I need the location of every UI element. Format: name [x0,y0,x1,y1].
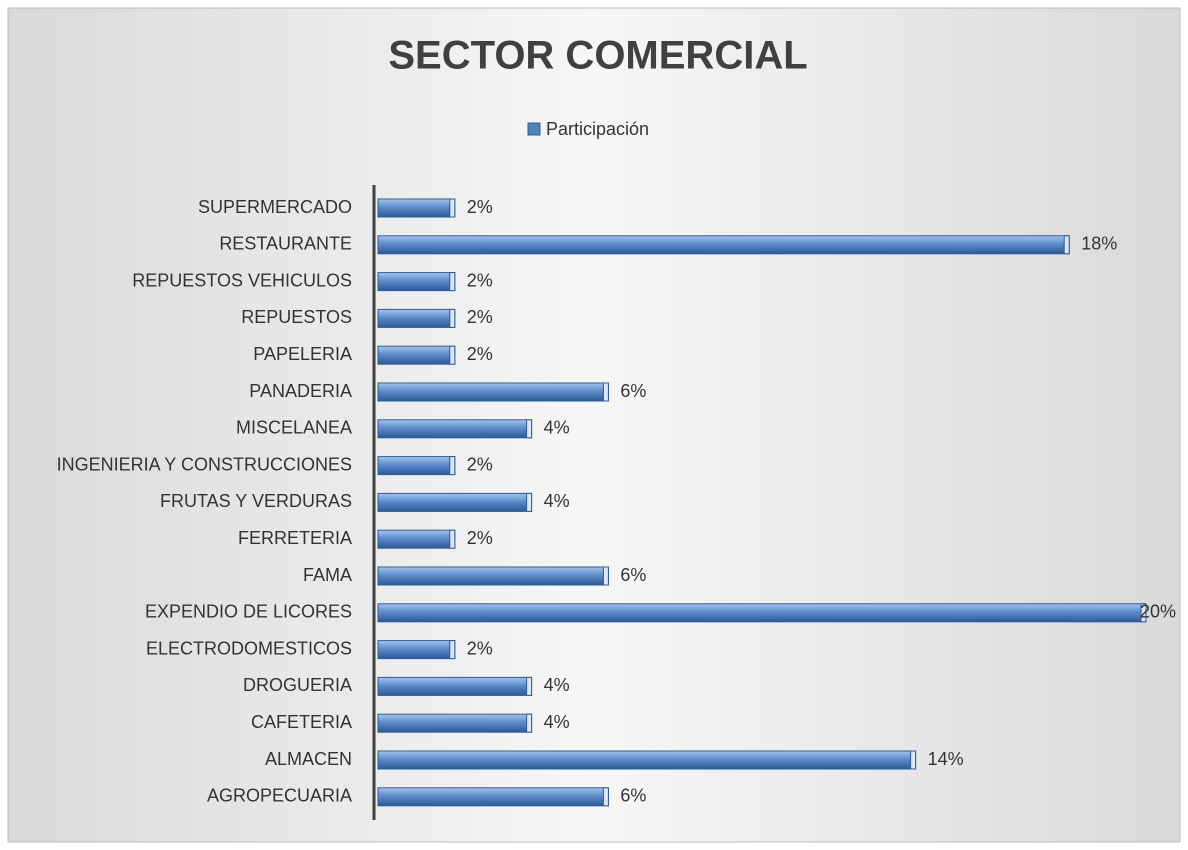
y-tick-label: FERRETERIA [238,528,352,548]
bar [377,529,456,549]
y-tick-label: RESTAURANTE [219,234,352,254]
bar-end [526,713,533,733]
bar-end [602,382,609,402]
y-tick-label: FRUTAS Y VERDURAS [160,491,352,511]
y-tick-label: REPUESTOS VEHICULOS [132,270,352,290]
bar-end [1140,603,1147,623]
bar-end [1063,235,1070,255]
y-tick-label: EXPENDIO DE LICORES [145,602,352,622]
data-label: 20% [1140,602,1176,622]
bar-end [449,640,456,660]
data-label: 14% [928,749,964,769]
bar [377,272,456,292]
data-label: 4% [544,712,570,732]
bar-end [449,456,456,476]
bar-end [449,308,456,328]
data-label: 6% [620,565,646,585]
bar-end [602,566,609,586]
data-label: 4% [544,418,570,438]
bar [377,198,456,218]
bar-end [449,198,456,218]
bar [377,419,533,439]
data-label: 2% [467,270,493,290]
y-tick-label: CAFETERIA [251,712,352,732]
data-label: 2% [467,454,493,474]
data-label: 2% [467,638,493,658]
data-label: 2% [467,344,493,364]
y-tick-label: SUPERMERCADO [198,197,352,217]
bar [377,566,609,586]
data-label: 6% [620,381,646,401]
bar-end [449,272,456,292]
data-label: 2% [467,197,493,217]
bar [377,382,609,402]
bar [377,640,456,660]
y-tick-label: PANADERIA [249,381,352,401]
bar [377,492,533,512]
bar-end [526,492,533,512]
bar [377,456,456,476]
bar-end [910,750,917,770]
legend-swatch [527,122,541,136]
data-label: 4% [544,491,570,511]
bar [377,603,1147,623]
bar-end [449,345,456,365]
data-label: 6% [620,786,646,806]
bar [377,787,609,807]
y-tick-label: ELECTRODOMESTICOS [146,638,352,658]
y-tick-label: AGROPECUARIA [207,786,352,806]
y-tick-label: ALMACEN [265,749,352,769]
chart-background [7,7,1181,843]
data-label: 2% [467,528,493,548]
bar-end [526,676,533,696]
data-label: 4% [544,675,570,695]
y-tick-label: INGENIERIA Y CONSTRUCCIONES [57,454,352,474]
bar [377,235,1070,255]
y-tick-label: DROGUERIA [243,675,352,695]
bar [377,308,456,328]
bar [377,676,533,696]
y-tick-label: FAMA [303,565,352,585]
bar-end [449,529,456,549]
data-label: 18% [1081,234,1117,254]
y-tick-label: PAPELERIA [253,344,352,364]
legend-label: Participación [546,119,649,139]
bar-end [526,419,533,439]
bar-end [602,787,609,807]
y-tick-label: REPUESTOS [241,307,352,327]
data-label: 2% [467,307,493,327]
chart-title: SECTOR COMERCIAL [388,34,807,78]
bar [377,750,917,770]
bar [377,345,456,365]
y-tick-label: MISCELANEA [236,418,352,438]
bar [377,713,533,733]
